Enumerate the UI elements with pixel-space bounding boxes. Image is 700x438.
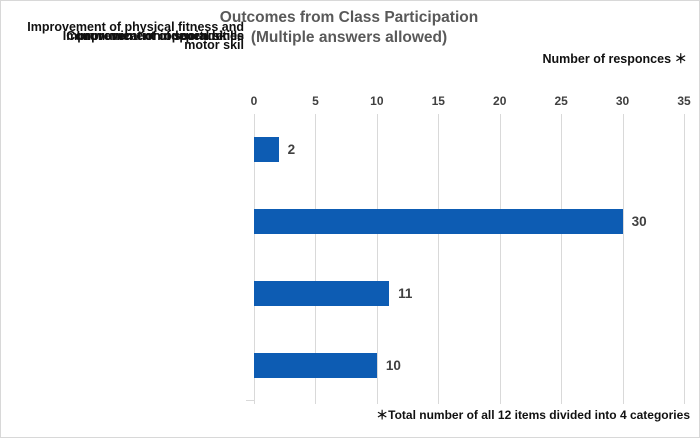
bar-value-label: 2 [287, 142, 296, 158]
bar [254, 280, 390, 306]
bar-value-label: 30 [631, 214, 647, 230]
x-tick-label: 20 [493, 94, 507, 108]
category-label: Improvement of social skills [76, 29, 244, 44]
bar [254, 352, 377, 378]
chart-title-line1: Outcomes from Class Participation [219, 9, 479, 26]
bar [254, 209, 623, 235]
plot-area: 30 11 10 2 [254, 114, 685, 404]
category-label: Communication opportunities [66, 29, 244, 44]
category-label: Improvement of physical fitness and moto… [27, 20, 244, 52]
x-tick-label: 35 [677, 94, 691, 108]
bar [254, 137, 279, 163]
chart-title: Outcomes from Class Participation (Multi… [1, 8, 697, 48]
gridline [622, 114, 624, 404]
bar-value-label: 10 [385, 357, 401, 373]
x-tick-label: 10 [370, 94, 384, 108]
x-axis-ticks: 0 5 10 15 20 25 30 35 [250, 94, 691, 110]
gridline [254, 114, 255, 404]
footnote: ＊Total number of all 12 items divided in… [376, 408, 690, 422]
x-tick-label: 25 [554, 94, 568, 108]
gridline [499, 114, 501, 404]
x-tick-label: 15 [431, 94, 445, 108]
axis-bottom-tick [246, 400, 255, 401]
category-label: Improvement of independence [62, 29, 244, 44]
gridline [438, 114, 440, 404]
chart-title-line2: (Multiple answers allowed) [250, 28, 448, 46]
gridline [684, 114, 685, 404]
gridline [376, 114, 378, 404]
bar-row: 11 [254, 258, 684, 330]
bar-row: 30 [254, 186, 684, 258]
bar-value-label: 11 [398, 285, 413, 301]
x-tick-label: 30 [615, 94, 630, 108]
gridline [561, 114, 563, 404]
x-tick-label: 0 [250, 94, 258, 108]
gridline [315, 114, 317, 404]
bar-row: 10 [254, 329, 684, 401]
x-tick-label: 5 [312, 94, 319, 108]
axis-note: Number of responces ＊ [542, 52, 687, 66]
bar-row: 2 [254, 114, 684, 186]
